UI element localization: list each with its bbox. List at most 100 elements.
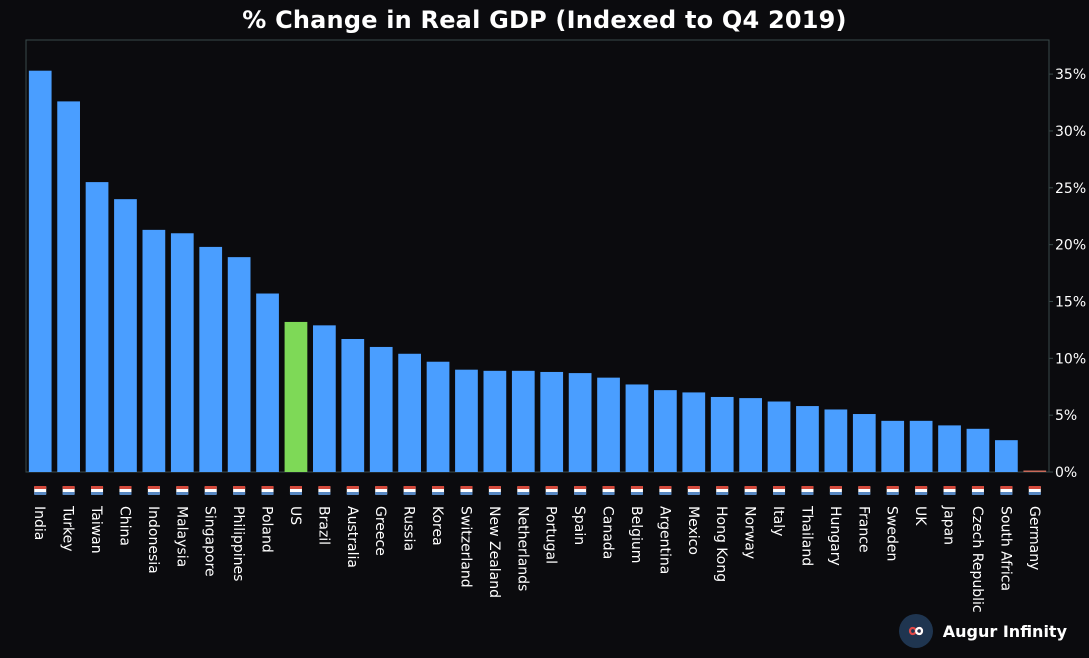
y-tick-label: 15% [1055, 294, 1086, 310]
norway-flag-icon [744, 486, 757, 495]
bar-canada [597, 377, 620, 472]
y-tick-label: 20% [1055, 238, 1086, 254]
philippines-flag-icon [233, 486, 246, 495]
japan-flag-icon [943, 486, 956, 495]
x-tick-label: UK [912, 506, 928, 526]
x-tick-label: Hong Kong [713, 506, 729, 582]
x-tick-label: Japan [941, 505, 957, 545]
czech-republic-flag-icon [971, 486, 984, 495]
south-africa-flag-icon [1000, 486, 1013, 495]
spain-flag-icon [574, 486, 587, 495]
korea-flag-icon [432, 486, 445, 495]
x-tick-label: Indonesia [145, 506, 161, 574]
y-axis-ticks: 0% 5% 10% 15% 20% 25% 30% 35% [1049, 67, 1086, 481]
x-tick-label: Czech Republic [969, 506, 985, 613]
netherlands-flag-icon [517, 486, 530, 495]
bar-mexico [682, 392, 706, 472]
plot-frame [25, 39, 1050, 473]
hong-kong-flag-icon [716, 486, 729, 495]
portugal-flag-icon [545, 486, 558, 495]
bar-italy [767, 401, 791, 472]
france-flag-icon [858, 486, 871, 495]
x-tick-label: Singapore [202, 506, 218, 577]
bar-uk [909, 420, 933, 472]
x-tick-label: China [116, 506, 132, 546]
x-tick-label: Philippines [230, 506, 246, 581]
brazil-flag-icon [318, 486, 331, 495]
x-tick-label: Netherlands [514, 506, 530, 591]
bar-malaysia [170, 233, 194, 472]
thailand-flag-icon [801, 486, 814, 495]
bar-netherlands [511, 370, 535, 472]
y-tick-label: 0% [1055, 465, 1077, 481]
bar-brazil [313, 325, 336, 472]
x-tick-label: Brazil [315, 506, 331, 545]
china-flag-icon [119, 486, 132, 495]
x-tick-label: Spain [571, 506, 587, 545]
x-tick-label: Australia [344, 506, 360, 568]
italy-flag-icon [773, 486, 786, 495]
infinity-logo-icon [898, 614, 933, 648]
bar-australia [341, 338, 365, 472]
india-flag-icon [34, 486, 47, 495]
x-tick-label: Russia [401, 506, 417, 551]
mexico-flag-icon [687, 486, 700, 495]
bar-greece [369, 346, 393, 472]
chart-title: % Change in Real GDP (Indexed to Q4 2019… [242, 6, 847, 34]
y-tick-label: 30% [1055, 124, 1086, 140]
hungary-flag-icon [829, 486, 842, 495]
bar-poland [256, 293, 279, 472]
x-tick-label: France [855, 506, 871, 553]
bar-france [852, 414, 876, 472]
malaysia-flag-icon [176, 486, 189, 495]
bar-sweden [881, 420, 905, 472]
bar-japan [938, 425, 961, 472]
y-tick-label: 10% [1055, 351, 1086, 367]
x-tick-label: Poland [259, 506, 275, 553]
brand-name: Augur Infinity [942, 621, 1067, 641]
bar-argentina [654, 390, 677, 472]
bar-new-zealand [483, 370, 507, 472]
x-tick-label: Sweden [884, 506, 900, 561]
bar-belgium [625, 384, 649, 472]
bar-spain [568, 373, 592, 472]
x-tick-label: Malaysia [173, 506, 189, 567]
bar-portugal [540, 371, 564, 472]
switzerland-flag-icon [460, 486, 473, 495]
greece-flag-icon [375, 486, 388, 495]
x-tick-label: Belgium [628, 506, 644, 563]
country-flags [34, 486, 1041, 495]
x-tick-label: Portugal [543, 506, 559, 564]
bar-philippines [227, 257, 251, 472]
australia-flag-icon [346, 486, 359, 495]
x-tick-label: US [287, 506, 303, 525]
argentina-flag-icon [659, 486, 672, 495]
x-tick-label: Norway [742, 506, 758, 559]
x-tick-label: Taiwan [88, 505, 104, 554]
sweden-flag-icon [886, 486, 899, 495]
x-tick-label: India [31, 506, 47, 540]
x-axis-labels: India Turkey Taiwan China Indonesia Malaysia S… [31, 505, 1042, 613]
bar-thailand [796, 406, 819, 472]
bar-switzerland [455, 369, 478, 472]
us-flag-icon [289, 486, 302, 495]
y-tick-label: 35% [1055, 67, 1086, 83]
x-tick-label: Korea [429, 506, 445, 546]
bar-south-africa [995, 440, 1018, 472]
poland-flag-icon [261, 486, 274, 495]
bar-hungary [824, 409, 848, 472]
bar-us [284, 321, 308, 472]
canada-flag-icon [602, 486, 615, 495]
bar-india [28, 70, 52, 473]
x-tick-label: South Africa [997, 506, 1013, 591]
x-tick-label: Hungary [827, 506, 843, 566]
bar-germany [1023, 470, 1047, 472]
x-tick-label: Switzerland [457, 506, 473, 588]
uk-flag-icon [915, 486, 928, 495]
bar-series [28, 70, 1047, 473]
brand-watermark: Augur Infinity [898, 614, 1067, 648]
x-tick-label: New Zealand [486, 506, 502, 598]
x-tick-label: Germany [1026, 506, 1042, 570]
x-tick-label: Argentina [656, 506, 672, 574]
